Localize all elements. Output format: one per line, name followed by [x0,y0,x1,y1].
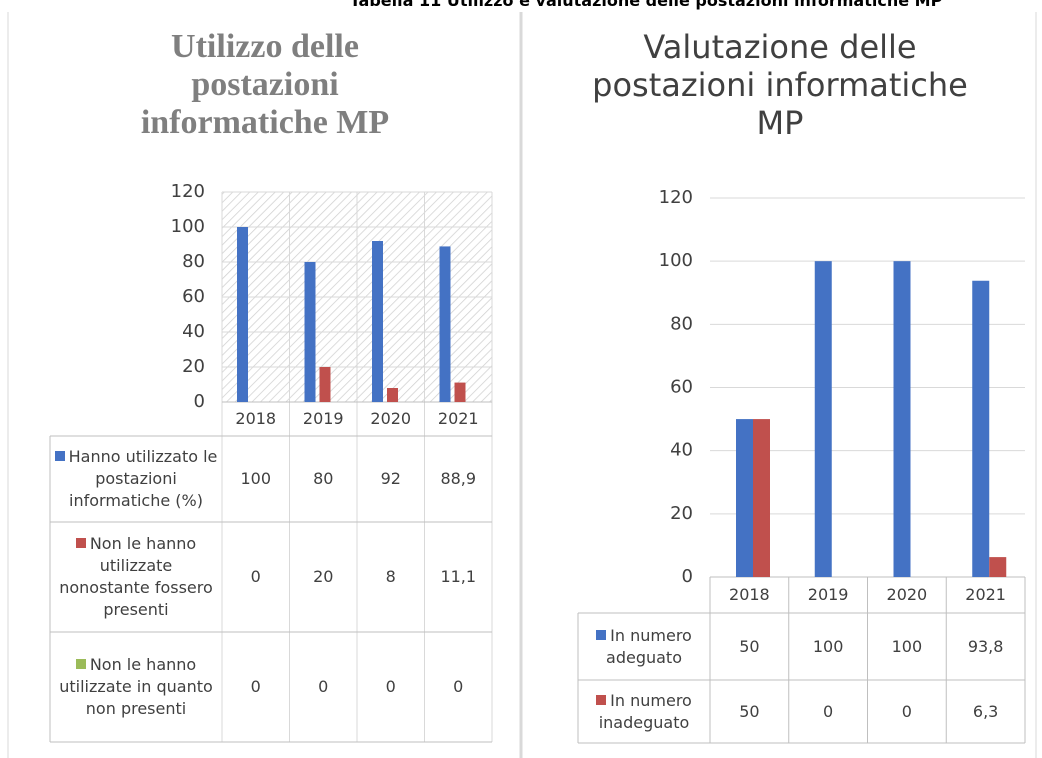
legend-entry: In numero adeguato [578,613,710,680]
y-tick-label: 100 [171,216,205,237]
legend-swatch [75,659,86,669]
legend-label: In numero inadeguato [598,690,692,732]
legend-label: Non le hanno utilizzate nonostante fosse… [59,534,213,619]
bar [814,261,832,577]
table-value: 100 [812,636,844,656]
table-value: 50 [739,636,760,656]
legend-swatch [596,629,607,640]
x-tick-label: 2018 [235,409,277,428]
bar [237,227,248,402]
y-tick-label: 20 [182,356,205,377]
table-value: 0 [453,677,464,696]
table-value: 20 [313,567,334,586]
x-tick-label: 2020 [886,585,928,604]
y-tick-label: 20 [670,503,693,524]
legend-entry: In numero inadeguato [578,680,710,743]
legend-label: Hanno utilizzato le postazioni informati… [68,447,218,510]
legend-label: In numero adeguato [606,625,692,667]
y-tick-label: 100 [659,250,693,271]
x-tick-label: 2018 [729,585,770,604]
y-tick-label: 60 [670,377,693,398]
chart-title: Valutazione delle postazioni informatich… [592,28,968,142]
table-value: 50 [739,701,760,721]
bar [319,367,331,402]
y-tick-label: 80 [670,313,693,334]
legend-text: In numero adeguato [582,625,706,669]
y-tick-label: 120 [171,181,205,202]
y-tick-label: 40 [182,321,205,342]
table-value: 6,3 [972,701,999,721]
table-value: 0 [823,701,834,721]
table-value: 0 [385,677,396,696]
table-value: 0 [901,701,912,721]
legend-entry: Hanno utilizzato le postazioni informati… [50,436,222,522]
x-tick-label: 2019 [807,585,849,604]
legend-text: Non le hanno utilizzate in quanto non pr… [54,654,218,720]
table-value: 80 [313,469,334,488]
table-value: 93,8 [967,636,1004,656]
y-tick-label: 0 [194,391,205,412]
legend-text: Non le hanno utilizzate nonostante fosse… [54,533,218,621]
table-value: 0 [250,567,261,586]
y-tick-label: 80 [182,251,205,272]
legend-entry: Non le hanno utilizzate in quanto non pr… [50,632,222,742]
bar [304,262,316,402]
chart-title: Utilizzo delle postazioni informatiche M… [140,28,390,141]
bar [753,419,770,577]
table-value: 92 [380,469,401,488]
table-value: 0 [250,677,261,696]
y-tick-label: 0 [682,566,693,587]
bar [972,280,990,577]
table-value: 8 [385,567,396,586]
table-value: 100 [240,469,272,488]
table-value: 88,9 [440,469,477,488]
x-tick-label: 2021 [437,409,479,428]
y-tick-label: 60 [182,286,205,307]
legend-entry: Non le hanno utilizzate nonostante fosse… [50,522,222,632]
legend-label: Non le hanno utilizzate in quanto non pr… [59,655,213,718]
legend-swatch [596,694,607,705]
bar [454,382,466,402]
legend-swatch [54,451,65,461]
table-value: 0 [318,677,329,696]
bar [989,557,1007,577]
x-tick-label: 2021 [965,585,1006,604]
table-value: 11,1 [440,567,477,586]
legend-text: Hanno utilizzato le postazioni informati… [54,446,218,512]
bar [893,261,911,577]
x-tick-label: 2020 [370,409,412,428]
x-tick-label: 2019 [302,409,344,428]
y-tick-label: 40 [670,440,693,461]
legend-text: In numero inadeguato [582,690,706,734]
caption: Tabella 11 Utilizzo e valutazione delle … [349,0,943,10]
legend-swatch [75,538,86,548]
bar [439,246,451,402]
y-tick-label: 120 [659,187,693,208]
table-value: 100 [891,636,923,656]
bar [387,388,398,402]
bar [736,419,753,577]
bar [372,241,383,402]
